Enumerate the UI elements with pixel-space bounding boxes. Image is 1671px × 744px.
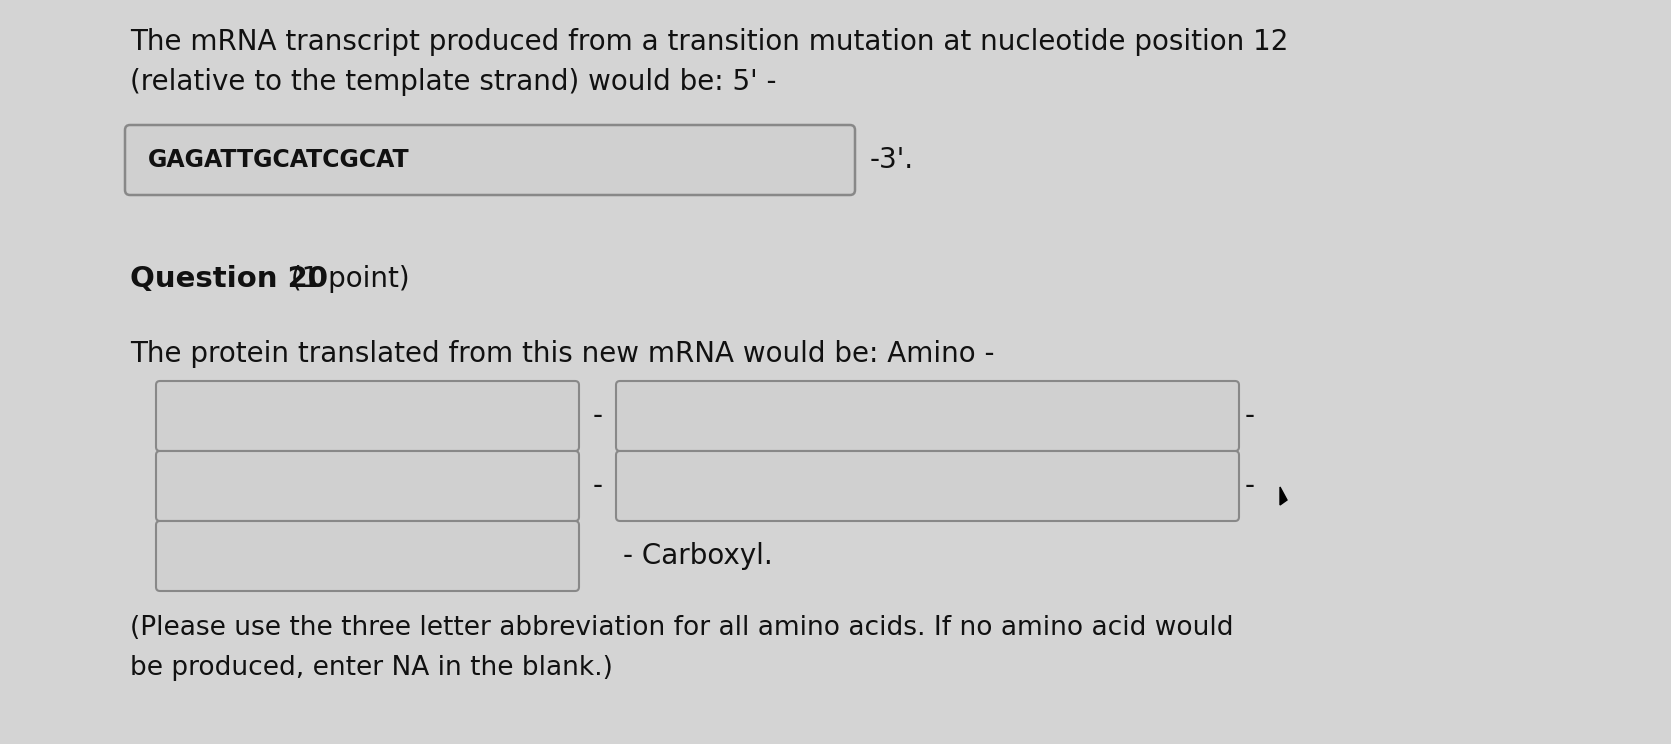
FancyBboxPatch shape xyxy=(155,451,578,521)
Text: -: - xyxy=(1245,402,1255,430)
Text: Question 20: Question 20 xyxy=(130,265,328,293)
FancyBboxPatch shape xyxy=(617,381,1238,451)
FancyBboxPatch shape xyxy=(155,381,578,451)
Text: The protein translated from this new mRNA would be: Amino -: The protein translated from this new mRN… xyxy=(130,340,994,368)
Text: The mRNA transcript produced from a transition mutation at nucleotide position 1: The mRNA transcript produced from a tran… xyxy=(130,28,1288,56)
Polygon shape xyxy=(1280,487,1287,505)
Text: GAGATTGCATCGCAT: GAGATTGCATCGCAT xyxy=(149,148,409,172)
FancyBboxPatch shape xyxy=(155,521,578,591)
Text: -: - xyxy=(593,402,603,430)
Text: - Carboxyl.: - Carboxyl. xyxy=(623,542,772,570)
FancyBboxPatch shape xyxy=(125,125,856,195)
Text: (1 point): (1 point) xyxy=(282,265,409,293)
Text: be produced, enter NA in the blank.): be produced, enter NA in the blank.) xyxy=(130,655,613,681)
Text: -3'.: -3'. xyxy=(871,146,914,174)
Text: -: - xyxy=(593,472,603,500)
FancyBboxPatch shape xyxy=(617,451,1238,521)
Text: (Please use the three letter abbreviation for all amino acids. If no amino acid : (Please use the three letter abbreviatio… xyxy=(130,615,1233,641)
Text: (relative to the template strand) would be: 5' -: (relative to the template strand) would … xyxy=(130,68,777,96)
Text: -: - xyxy=(1245,472,1255,500)
